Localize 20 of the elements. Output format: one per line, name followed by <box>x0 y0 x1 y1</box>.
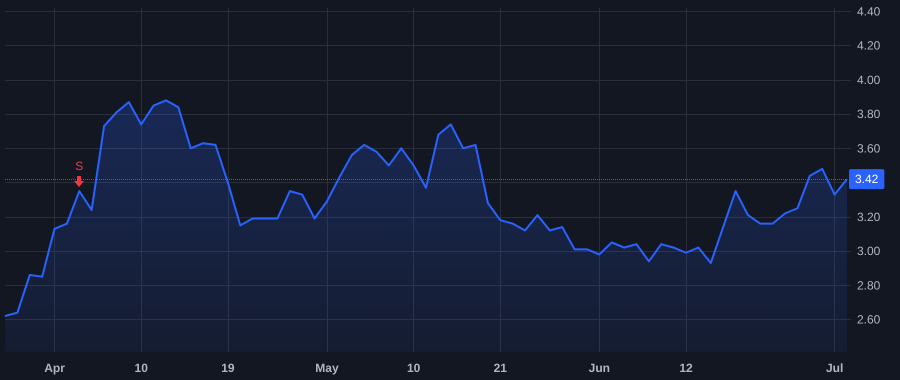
x-tick-label: 21 <box>494 361 508 375</box>
x-tick-label: 12 <box>679 361 694 375</box>
annotation: S <box>75 159 84 174</box>
y-tick-label: 2.80 <box>857 278 881 292</box>
y-tick-label: 3.60 <box>857 141 881 156</box>
x-tick-label: Apr <box>44 361 66 375</box>
y-tick-label: 4.40 <box>857 4 881 18</box>
y-tick-label: 3.80 <box>857 107 881 122</box>
x-tick-label: Jul <box>826 361 844 375</box>
x-tick-label: 19 <box>221 361 235 375</box>
x-tick-label: Jun <box>588 361 610 375</box>
y-tick-label: 3.20 <box>857 210 881 224</box>
y-tick-label: 4.00 <box>857 72 881 87</box>
x-tick-label: 10 <box>134 361 148 375</box>
ref-line-label: 3.42 <box>855 172 879 186</box>
y-tick-label: 4.20 <box>857 38 881 53</box>
y-tick-label: 3.00 <box>857 244 881 258</box>
x-tick-label: 10 <box>406 361 421 375</box>
x-tick-label: May <box>315 361 339 375</box>
y-tick-label: 2.60 <box>857 312 881 326</box>
